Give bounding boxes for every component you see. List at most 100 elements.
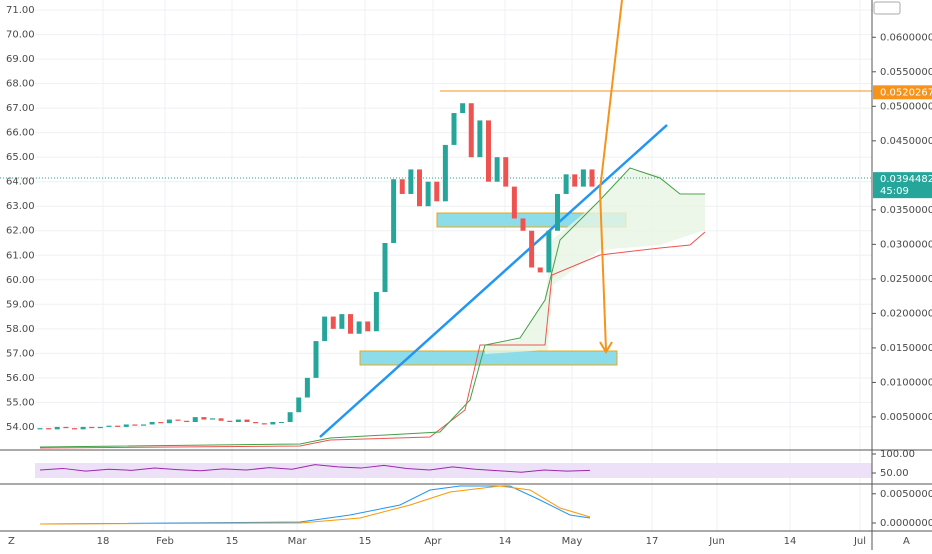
candle (511, 186, 517, 219)
candle (555, 193, 560, 231)
candle (46, 428, 52, 430)
candle (123, 424, 129, 427)
candle (580, 169, 586, 187)
candle (184, 420, 190, 423)
time-label: Apr (424, 536, 442, 547)
left-tick-label: 69.00 (6, 54, 35, 65)
cloud-edge (39, 231, 706, 449)
rsi-band (35, 463, 872, 478)
projection-arrow (599, 189, 607, 351)
candle (365, 321, 371, 332)
time-label: Jun (708, 536, 725, 547)
candle (330, 316, 336, 329)
candle (460, 103, 466, 114)
left-tick-label: 63.00 (6, 201, 35, 212)
candle (468, 103, 474, 158)
candle (279, 422, 284, 424)
time-label: 14 (499, 536, 512, 547)
candle (296, 397, 302, 413)
candle (141, 424, 146, 426)
candle (54, 426, 60, 430)
time-label: Jul (853, 536, 866, 547)
left-tick-label: 56.00 (6, 373, 35, 384)
candle (192, 417, 198, 423)
candle (546, 230, 552, 273)
candle (235, 419, 241, 423)
left-tick-label: 65.00 (6, 152, 35, 163)
time-label: 17 (646, 536, 659, 547)
left-tick-label: 59.00 (6, 299, 35, 310)
signal-line (39, 485, 591, 525)
candle (399, 179, 405, 194)
candle (434, 181, 440, 202)
time-label: Mar (288, 536, 308, 547)
time-label: 18 (97, 536, 110, 547)
candle (253, 422, 259, 424)
rsi-tick-label: 50.00 (880, 468, 909, 479)
candle (451, 113, 457, 145)
candle (313, 341, 319, 378)
candle (348, 314, 353, 334)
candle (261, 423, 267, 425)
candle (158, 422, 164, 424)
price-tag (873, 172, 932, 199)
left-tick-label: 70.00 (6, 30, 35, 41)
left-tick-label: 67.00 (6, 103, 35, 114)
candle (218, 418, 224, 421)
candle (520, 218, 526, 231)
candle (175, 419, 181, 421)
trend-line (319, 124, 668, 438)
left-tick-label: 60.00 (6, 275, 35, 286)
rsi-tick-label: 100.00 (880, 449, 915, 460)
macd-tick-label: 0.00000000 (880, 518, 932, 529)
left-tick-label: 66.00 (6, 128, 35, 139)
candle (72, 428, 77, 430)
candle (382, 243, 388, 293)
candle (63, 426, 69, 429)
price-tag-label: 0.03944822 (880, 174, 932, 185)
candle (529, 230, 535, 268)
candle (37, 428, 43, 430)
candle (417, 169, 422, 207)
candle (572, 174, 578, 187)
candle (391, 179, 397, 244)
candle (425, 181, 431, 207)
currency-box (873, 1, 901, 15)
time-label: 14 (784, 536, 797, 547)
candle (97, 426, 103, 429)
candle (80, 426, 86, 430)
candle (304, 377, 310, 398)
candle (494, 157, 500, 182)
cloud-edge (39, 167, 705, 448)
candle (287, 412, 293, 423)
candle (503, 157, 509, 187)
candle (166, 419, 172, 424)
left-tick-label: 55.00 (6, 397, 35, 408)
candle (149, 422, 155, 425)
projection-arrow (599, 0, 623, 191)
candle (408, 169, 414, 194)
macd-line (39, 485, 591, 525)
time-label: Feb (156, 536, 174, 547)
candle (210, 418, 215, 420)
candle (115, 425, 121, 427)
candle (322, 316, 328, 342)
candle (442, 144, 448, 202)
candle (106, 425, 112, 427)
time-label: 15 (359, 536, 372, 547)
left-tick-label: 54.00 (6, 422, 35, 433)
left-tick-label: 64.00 (6, 177, 35, 188)
corner-button[interactable]: A (903, 536, 910, 547)
countdown: 45:09 (880, 186, 909, 197)
candle (270, 422, 276, 425)
corner-button[interactable]: Z (8, 536, 15, 547)
left-tick-label: 61.00 (6, 250, 35, 261)
